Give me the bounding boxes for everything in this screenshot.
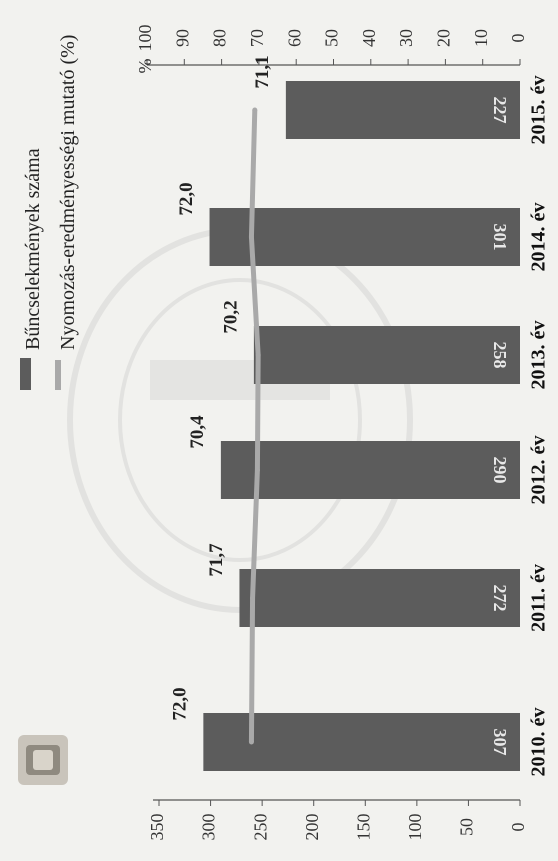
line-point [252, 107, 258, 113]
left-axis-tick-label: 0 [508, 823, 528, 832]
line-point [248, 234, 254, 240]
category-label: 2012. év [528, 436, 550, 505]
bar [220, 441, 520, 499]
left-axis-tick-label: 300 [199, 814, 219, 841]
line-value-label: 71,1 [252, 55, 273, 88]
right-axis-tick-label: 0 [508, 34, 528, 43]
right-axis-tick-label: 40 [359, 29, 379, 47]
right-axis-tick-label: 20 [434, 29, 454, 47]
bar [209, 208, 521, 266]
category-label: 2015. év [528, 76, 550, 145]
right-axis-tick-label: 100 [135, 25, 155, 52]
line-point [255, 352, 261, 358]
bar-value-label: 272 [490, 585, 510, 612]
line-point [250, 595, 256, 601]
left-axis-tick-label: 50 [457, 818, 477, 836]
legend-swatch-bars [20, 358, 31, 390]
bar-value-label: 258 [490, 342, 510, 369]
legend-label-bars: Bűncselekmények száma [22, 148, 44, 350]
left-axis-tick-label: 100 [405, 814, 425, 841]
right-axis-tick-label: 80 [210, 29, 230, 47]
category-label: 2014. év [528, 203, 550, 272]
bar [203, 713, 520, 771]
line-point [248, 739, 254, 745]
bar [253, 326, 521, 384]
line-value-label: 70,2 [220, 300, 241, 333]
bar-value-label: 307 [490, 729, 510, 756]
series-line [248, 109, 261, 743]
right-axis-tick-label: 90 [172, 29, 192, 47]
right-axis-unit-label: % [135, 59, 155, 74]
legend: Bűncselekmények száma Nyomozás-eredménye… [20, 35, 79, 390]
left-axis-tick-label: 250 [250, 814, 270, 841]
right-axis-tick-label: 50 [322, 29, 342, 47]
right-axis-tick-label: 60 [284, 29, 304, 47]
legend-swatch-line [55, 360, 61, 390]
left-axis-tick-label: 150 [353, 814, 373, 841]
logo-icon [18, 735, 68, 785]
left-axis-tick-label: 350 [147, 814, 167, 841]
category-label: 2013. év [528, 321, 550, 390]
right-axis-tick-label: 10 [471, 29, 491, 47]
line-value-label: 72,0 [176, 182, 197, 215]
line-value-label: 71,7 [206, 543, 227, 577]
bar-value-label: 290 [490, 457, 510, 484]
bar [239, 569, 521, 627]
right-axis-tick-label: 30 [396, 29, 416, 47]
category-label: 2011. év [528, 564, 550, 632]
line-point [254, 467, 260, 473]
line-value-label: 70,4 [187, 415, 208, 449]
legend-label-line: Nyomozás-eredményességi mutató (%) [57, 35, 79, 350]
category-label: 2010. év [528, 708, 550, 777]
bar-value-label: 227 [490, 97, 510, 124]
bar [285, 81, 520, 139]
left-axis-tick-label: 200 [302, 814, 322, 841]
line-value-label: 72,0 [170, 687, 191, 720]
bar-value-label: 301 [490, 224, 510, 251]
right-axis-tick-label: 70 [247, 29, 267, 47]
